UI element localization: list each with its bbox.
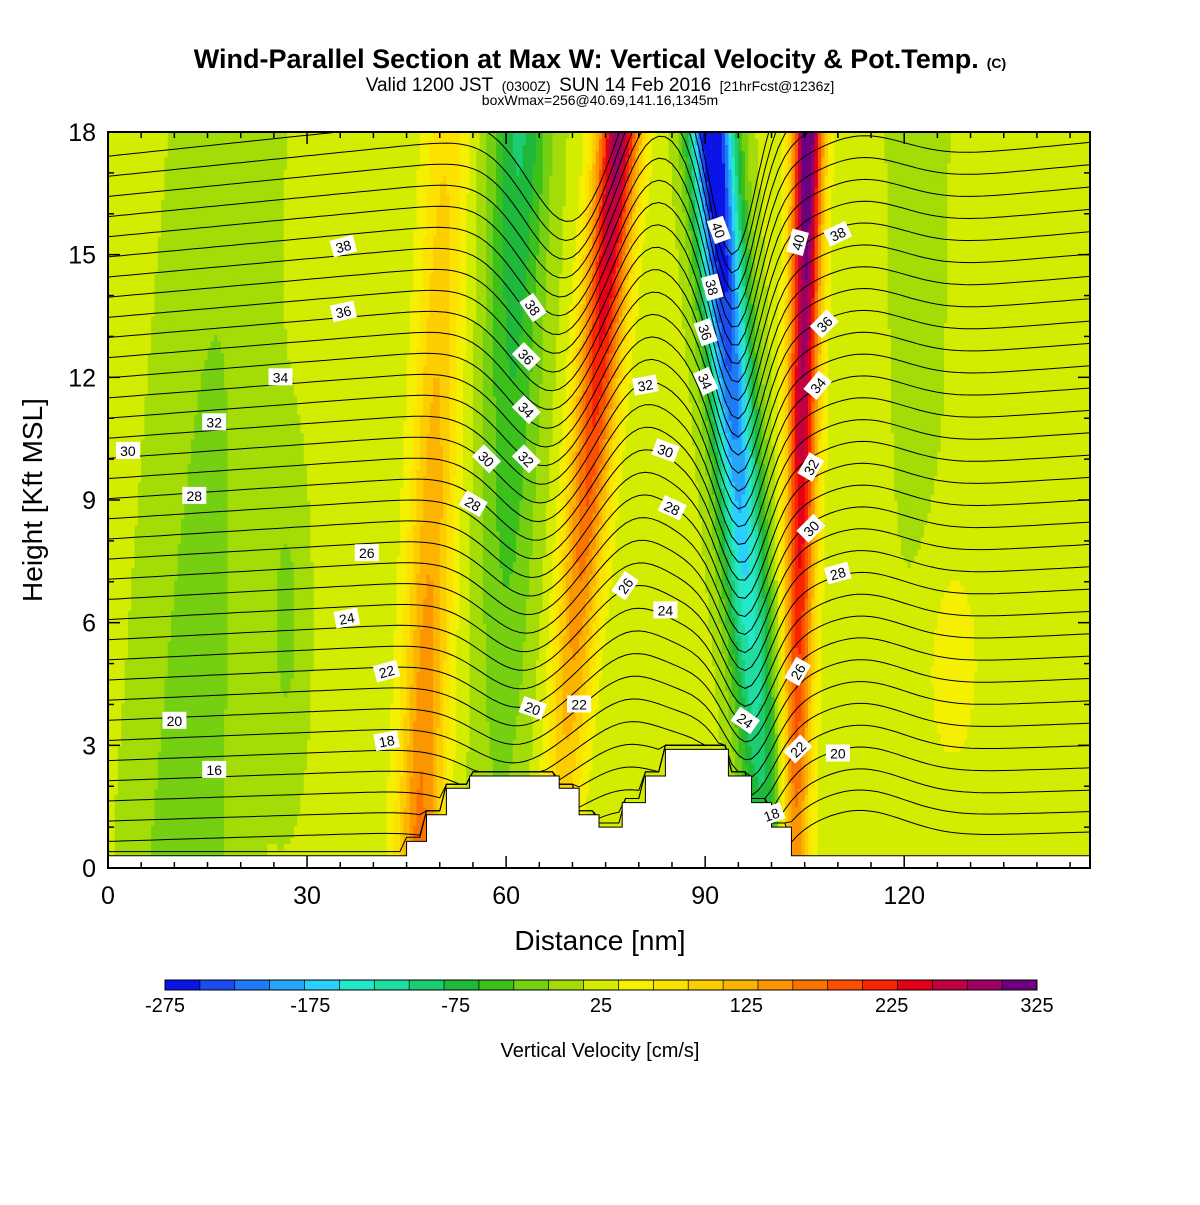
contour-label: 20 <box>162 712 186 729</box>
colorbar-swatch <box>688 980 723 990</box>
colorbar-swatch <box>897 980 932 990</box>
colorbar-swatch <box>618 980 653 990</box>
contour-label: 32 <box>202 413 226 430</box>
colorbar-swatch <box>479 980 514 990</box>
colorbar-swatch <box>584 980 619 990</box>
colorbar-swatch <box>793 980 828 990</box>
colorbar-title: Vertical Velocity [cm/s] <box>501 1040 700 1062</box>
contour-label: 26 <box>355 544 379 561</box>
colorbar-swatch <box>339 980 374 990</box>
y-axis-title: Height [Kft MSL] <box>17 398 48 602</box>
y-tick-label: 9 <box>82 487 96 515</box>
contour-label: 16 <box>202 761 226 778</box>
y-tick-label: 0 <box>82 855 96 883</box>
velocity-field <box>108 132 1091 869</box>
y-tick-label: 12 <box>68 364 96 392</box>
colorbar-swatch <box>723 980 758 990</box>
x-axis-title: Distance [nm] <box>514 925 685 956</box>
contour-label: 30 <box>116 442 140 459</box>
y-tick-label: 6 <box>82 610 96 638</box>
contour-label: 34 <box>269 368 293 385</box>
colorbar-swatch <box>305 980 340 990</box>
colorbar-label: 125 <box>730 995 763 1017</box>
colorbar-swatch <box>165 980 200 990</box>
colorbar-swatch <box>409 980 444 990</box>
x-tick-label: 0 <box>101 882 115 910</box>
contour-label: 20 <box>826 745 850 762</box>
colorbar-swatch <box>200 980 235 990</box>
colorbar-label: -75 <box>441 995 470 1017</box>
chart-title: Wind-Parallel Section at Max W: Vertical… <box>194 44 1006 74</box>
colorbar-swatch <box>374 980 409 990</box>
x-tick-label: 60 <box>492 882 520 910</box>
y-tick-label: 15 <box>68 242 96 270</box>
contour-label: 28 <box>182 487 206 504</box>
colorbar-swatch <box>653 980 688 990</box>
colorbar-label: -175 <box>290 995 330 1017</box>
contour-label: 24 <box>653 601 677 618</box>
colorbar-swatch <box>549 980 584 990</box>
y-tick-label: 18 <box>68 119 96 147</box>
colorbar-swatch <box>1002 980 1037 990</box>
x-tick-label: 90 <box>691 882 719 910</box>
contour-label: 22 <box>567 695 591 712</box>
colorbar-swatch <box>828 980 863 990</box>
colorbar-label: 225 <box>875 995 908 1017</box>
x-tick-label: 30 <box>293 882 321 910</box>
colorbar-swatch <box>235 980 270 990</box>
colorbar-swatch <box>270 980 305 990</box>
chart-figure: Wind-Parallel Section at Max W: Vertical… <box>0 0 1200 1200</box>
colorbar-swatch <box>932 980 967 990</box>
colorbar-label: -275 <box>145 995 185 1017</box>
colorbar-swatch <box>967 980 1002 990</box>
chart-svg: Wind-Parallel Section at Max W: Vertical… <box>0 0 1200 1200</box>
colorbar-swatch <box>758 980 793 990</box>
box-info: boxWmax=256@40.69,141.16,1345m <box>482 92 718 108</box>
colorbar-swatch <box>863 980 898 990</box>
colorbar: -275 -175 -75 25 125 225 325 <box>145 980 1054 1017</box>
colorbar-label: 25 <box>590 995 612 1017</box>
colorbar-swatch <box>444 980 479 990</box>
colorbar-swatch <box>514 980 549 990</box>
colorbar-label: 325 <box>1020 995 1053 1017</box>
y-tick-label: 3 <box>82 732 96 760</box>
x-tick-label: 120 <box>883 882 925 910</box>
